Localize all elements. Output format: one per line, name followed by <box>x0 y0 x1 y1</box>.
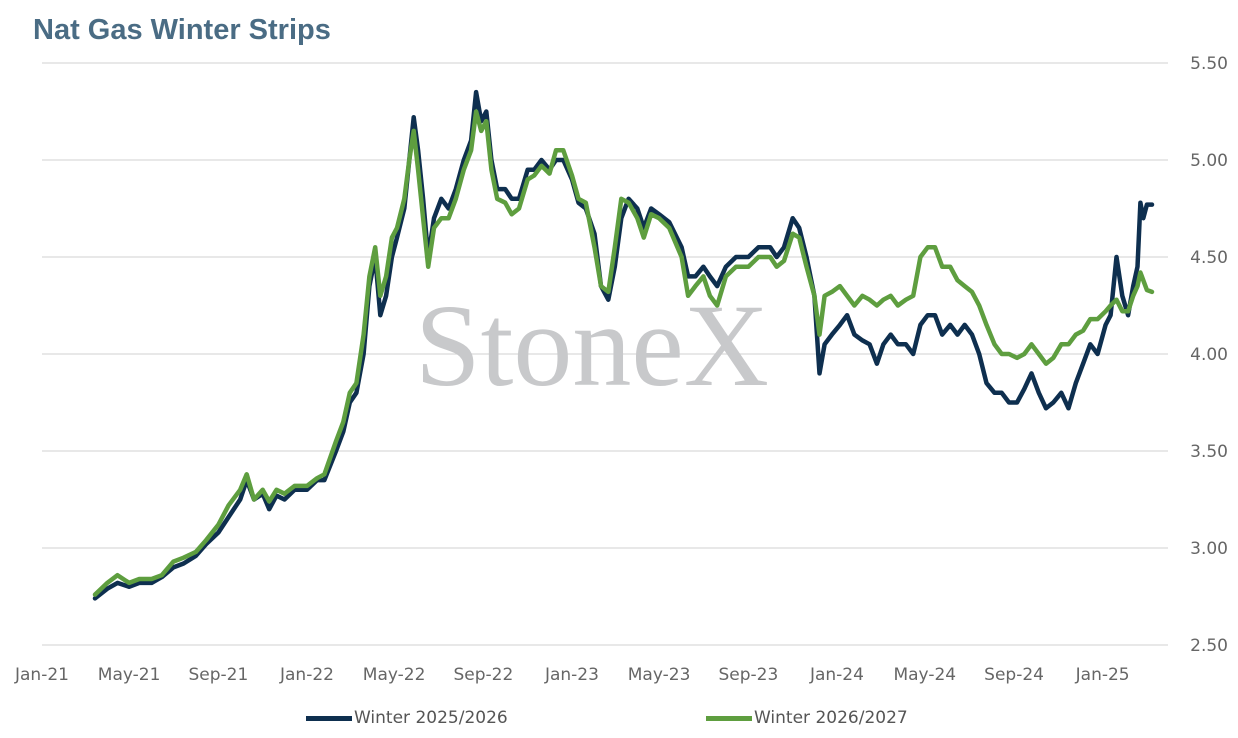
line-chart: StoneX 2.50 3.00 3.50 4.00 4.50 5.00 5.50 Jan-… <box>14 54 1228 685</box>
legend-item-winter-2025-2026: Winter 2025/2026 <box>306 708 508 728</box>
x-tick-label: Jan-22 <box>279 665 334 685</box>
x-axis: Jan-21 May-21 Sep-21 Jan-22 May-22 Sep-22 Jan-… <box>14 665 1130 685</box>
y-tick-label: 3.00 <box>1190 539 1228 559</box>
x-tick-label: Jan-21 <box>14 665 69 685</box>
legend-label: Winter 2025/2026 <box>354 708 508 728</box>
x-tick-label: Sep-21 <box>189 665 249 685</box>
y-tick-label: 4.50 <box>1190 248 1228 268</box>
series-lines <box>92 89 1155 601</box>
chart-title: Nat Gas Winter Strips <box>33 14 331 46</box>
x-tick-label: May-23 <box>628 665 691 685</box>
x-tick-label: Jan-25 <box>1075 665 1130 685</box>
stonex-watermark: StoneX <box>415 280 769 411</box>
y-tick-label: 4.00 <box>1190 345 1228 365</box>
x-tick-label: May-24 <box>893 665 956 685</box>
legend-swatch <box>706 715 752 721</box>
x-tick-label: Sep-23 <box>718 665 778 685</box>
legend-item-winter-2026-2027: Winter 2026/2027 <box>706 708 908 728</box>
gridlines <box>42 62 1168 646</box>
x-tick-label: Sep-24 <box>984 665 1044 685</box>
y-tick-label: 3.50 <box>1190 442 1228 462</box>
y-tick-label: 2.50 <box>1190 636 1228 656</box>
y-tick-label: 5.50 <box>1190 54 1228 74</box>
x-tick-label: Sep-22 <box>453 665 513 685</box>
legend-label: Winter 2026/2027 <box>754 708 908 728</box>
x-tick-label: Jan-24 <box>809 665 864 685</box>
series-line-winter-2026-2027 <box>92 109 1155 597</box>
x-tick-label: Jan-23 <box>544 665 599 685</box>
x-tick-label: May-22 <box>363 665 426 685</box>
series-line-winter-2025-2026 <box>92 89 1155 601</box>
y-axis: 2.50 3.00 3.50 4.00 4.50 5.00 5.50 <box>1190 54 1228 656</box>
x-tick-label: May-21 <box>98 665 161 685</box>
y-tick-label: 5.00 <box>1190 151 1228 171</box>
legend-swatch <box>306 715 352 721</box>
